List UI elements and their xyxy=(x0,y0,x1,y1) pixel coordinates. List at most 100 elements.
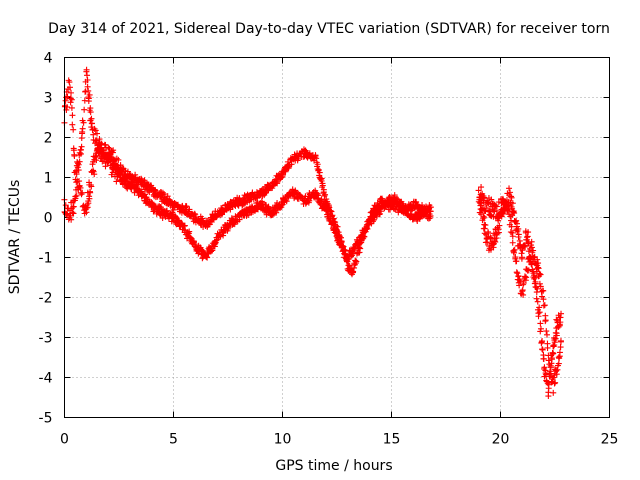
data-point xyxy=(148,182,155,189)
data-point xyxy=(68,96,75,103)
data-point xyxy=(552,379,559,386)
data-point xyxy=(542,317,549,324)
data-point xyxy=(132,182,139,189)
data-point xyxy=(93,157,100,164)
data-point xyxy=(550,350,557,357)
x-tick-label: 15 xyxy=(383,432,401,448)
data-point xyxy=(64,93,71,100)
data-point xyxy=(314,161,321,168)
data-point xyxy=(551,339,558,346)
data-point xyxy=(66,84,73,91)
data-point xyxy=(67,99,74,106)
data-point xyxy=(70,203,77,210)
data-point xyxy=(523,274,530,281)
data-point xyxy=(481,214,488,221)
data-point xyxy=(85,200,92,207)
data-point xyxy=(500,210,507,217)
data-point xyxy=(84,83,91,90)
data-point xyxy=(540,287,547,294)
data-point xyxy=(164,193,171,200)
data-point xyxy=(558,310,565,317)
data-point xyxy=(209,247,216,254)
data-point xyxy=(159,189,166,196)
data-point xyxy=(357,245,364,252)
data-point xyxy=(515,225,522,232)
data-point xyxy=(535,265,542,272)
data-point xyxy=(537,320,544,327)
y-tick-label: 4 xyxy=(44,51,53,67)
data-point xyxy=(259,199,266,206)
data-point xyxy=(534,256,541,263)
data-point xyxy=(350,269,357,276)
data-point xyxy=(419,202,426,209)
data-point xyxy=(338,237,345,244)
data-point xyxy=(84,204,91,211)
data-point xyxy=(506,185,513,192)
data-point xyxy=(73,179,80,186)
data-point xyxy=(328,208,335,215)
data-point xyxy=(82,88,89,95)
x-tick-label: 0 xyxy=(60,432,69,448)
data-point xyxy=(88,183,95,190)
data-point xyxy=(556,349,563,356)
data-point xyxy=(487,234,494,241)
data-point xyxy=(313,155,320,162)
data-point xyxy=(186,206,193,213)
y-tick-label: 1 xyxy=(44,171,53,187)
data-point xyxy=(86,195,93,202)
data-point xyxy=(541,302,548,309)
data-point xyxy=(522,243,529,250)
data-point xyxy=(316,169,323,176)
data-point xyxy=(70,126,77,133)
y-tick-label: -4 xyxy=(39,371,53,387)
data-point xyxy=(330,218,337,225)
data-point xyxy=(495,229,502,236)
data-point xyxy=(83,205,90,212)
data-point xyxy=(551,380,558,387)
data-point xyxy=(513,269,520,276)
x-tick-label: 25 xyxy=(601,432,619,448)
data-point xyxy=(554,317,561,324)
data-point xyxy=(78,143,85,150)
data-point xyxy=(539,346,546,353)
data-point xyxy=(79,130,86,137)
data-point xyxy=(199,215,206,222)
data-point xyxy=(544,344,551,351)
y-tick-label: 3 xyxy=(44,91,53,107)
data-point xyxy=(519,247,526,254)
data-point xyxy=(537,328,544,335)
data-point xyxy=(531,254,538,261)
data-point xyxy=(507,228,514,235)
data-point xyxy=(69,121,76,128)
data-point xyxy=(79,189,86,196)
data-point xyxy=(84,76,91,83)
data-point xyxy=(541,364,548,371)
data-point xyxy=(557,344,564,351)
data-point xyxy=(283,198,290,205)
y-tick-label: -1 xyxy=(39,251,53,267)
data-point xyxy=(288,161,295,168)
data-point xyxy=(190,238,197,245)
data-point xyxy=(511,246,518,253)
chart-title: Day 314 of 2021, Sidereal Day-to-day VTE… xyxy=(48,21,610,37)
data-point xyxy=(537,283,544,290)
data-point xyxy=(548,355,555,362)
data-point xyxy=(535,313,542,320)
data-point xyxy=(525,267,532,274)
data-point xyxy=(475,187,482,194)
data-point xyxy=(547,370,554,377)
data-points xyxy=(61,66,565,400)
data-point xyxy=(553,332,560,339)
data-point xyxy=(518,255,525,262)
data-point xyxy=(557,314,564,321)
y-tick-label: 0 xyxy=(44,211,53,227)
data-point xyxy=(67,212,74,219)
data-point xyxy=(68,216,75,223)
data-point xyxy=(549,351,556,358)
data-point xyxy=(483,205,490,212)
data-point xyxy=(117,162,124,169)
data-point xyxy=(513,217,520,224)
data-point xyxy=(508,223,515,230)
data-point xyxy=(319,180,326,187)
data-point xyxy=(76,158,83,165)
